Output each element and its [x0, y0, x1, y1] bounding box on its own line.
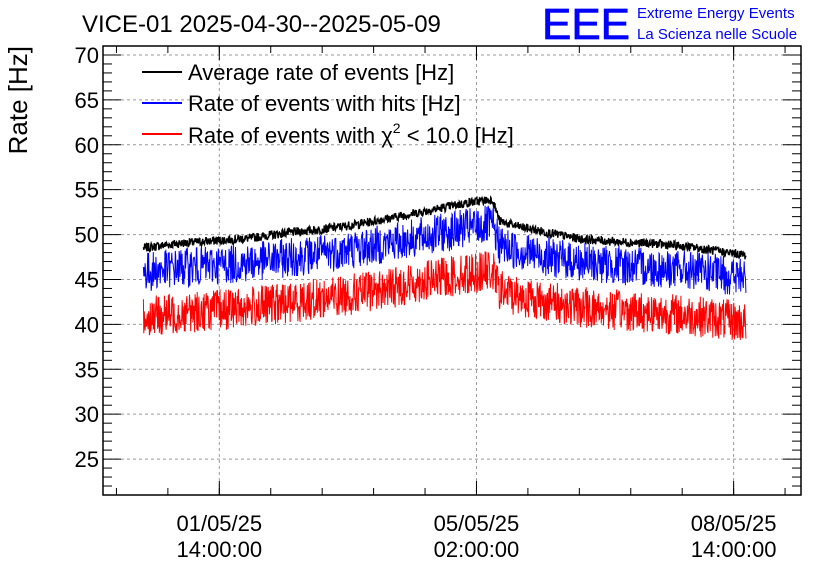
y-axis-label: Rate [Hz]	[3, 46, 33, 154]
series-line-hits	[142, 205, 747, 295]
y-tick-label: 30	[75, 402, 99, 427]
legend-label-average: Average rate of events [Hz]	[188, 60, 454, 85]
x-tick-label-date: 01/05/25	[176, 511, 262, 536]
y-tick-label: 25	[75, 447, 99, 472]
y-tick-label: 70	[75, 43, 99, 68]
legend-chi2-suffix: < 10.0 [Hz]	[401, 123, 514, 148]
x-tick-label-time: 14:00:00	[691, 537, 777, 562]
series-line-chi2	[142, 251, 747, 340]
series-line-average	[142, 195, 747, 260]
y-tick-label: 50	[75, 223, 99, 248]
y-tick-label: 35	[75, 357, 99, 382]
chart-title: VICE-01 2025-04-30--2025-05-09	[82, 11, 441, 38]
axes: 2530354045505560657001/05/2514:00:0005/0…	[75, 43, 802, 562]
logo-mark: EEE	[542, 0, 630, 49]
legend-label-chi2: Rate of events with χ2 < 10.0 [Hz]	[188, 120, 514, 148]
x-tick-label-time: 02:00:00	[434, 537, 520, 562]
legend: Average rate of events [Hz] Rate of even…	[142, 60, 514, 148]
legend-label-hits: Rate of events with hits [Hz]	[188, 91, 461, 116]
series-group	[142, 195, 747, 340]
legend-chi2-prefix: Rate of events with	[188, 123, 381, 148]
y-tick-label: 40	[75, 312, 99, 337]
eee-logo: EEE Extreme Energy Events La Scienza nel…	[542, 0, 798, 49]
logo-line-2: La Scienza nelle Scuole	[637, 26, 797, 43]
plot-frame	[102, 45, 802, 496]
y-tick-label: 65	[75, 88, 99, 113]
y-tick-label: 45	[75, 267, 99, 292]
legend-chi2-sup: 2	[393, 120, 401, 136]
x-tick-label-date: 05/05/25	[434, 511, 520, 536]
legend-chi2-symbol: χ	[381, 123, 393, 148]
y-tick-label: 55	[75, 178, 99, 203]
x-tick-label-time: 14:00:00	[176, 537, 262, 562]
x-tick-label-date: 08/05/25	[691, 511, 777, 536]
y-tick-label: 60	[75, 133, 99, 158]
logo-line-1: Extreme Energy Events	[637, 5, 795, 22]
